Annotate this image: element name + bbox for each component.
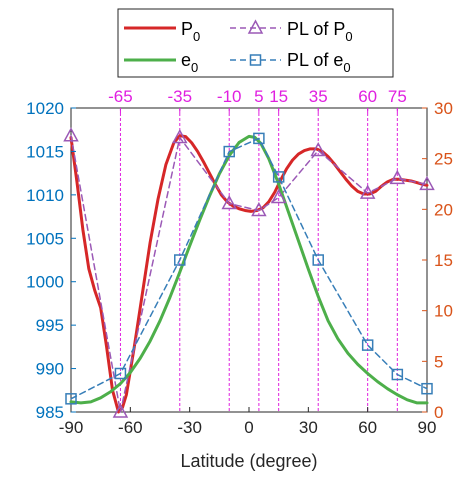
- data-point-pl-of-p0: [359, 184, 376, 199]
- top-tick-label: -10: [217, 87, 242, 106]
- y-axis-left: 985 990 995 1000 1005 1010 1015 1020: [26, 99, 76, 422]
- top-tick-label: -65: [108, 87, 133, 106]
- legend-entry-pl-e0: PL of e0: [230, 50, 351, 75]
- x-axis: -90 -60 -30 0 30 60 90: [59, 407, 437, 437]
- data-point-pl-of-p0: [172, 128, 188, 144]
- legend-entry-e0: e0: [124, 50, 198, 75]
- y-right-tick-label: 10: [434, 302, 453, 321]
- marker-layer: [63, 127, 435, 418]
- legend-text-pl-e0: PL of e: [287, 50, 343, 70]
- data-point-pl-of-p0: [63, 127, 79, 142]
- data-point-pl-of-e0: [312, 254, 324, 266]
- legend-entry-pl-p0: PL of P0: [230, 19, 353, 44]
- x-tick-label: -60: [118, 418, 143, 437]
- series-line-pl-of-p0: [70, 135, 428, 413]
- data-point-pl-of-e0: [361, 339, 374, 351]
- series-line-pl-of-e0: [70, 137, 428, 400]
- legend-label-pl-e0: PL of e0: [287, 50, 351, 75]
- legend-label-p0: P0: [181, 19, 200, 44]
- data-point-pl-of-p0: [112, 403, 129, 418]
- data-point-pl-of-p0: [419, 175, 435, 191]
- data-point-pl-of-e0: [174, 254, 186, 266]
- legend-label-pl-p0: PL of P0: [287, 19, 353, 44]
- data-point-pl-of-e0: [391, 368, 404, 381]
- y-right-tick-label: 15: [434, 251, 453, 270]
- top-axis: -65 -35 -10 5 15 35 60 75: [108, 87, 407, 113]
- y-left-tick-label: 995: [36, 316, 64, 335]
- triangle-marker-icon: [247, 19, 264, 34]
- top-tick-label: 5: [254, 87, 263, 106]
- legend-sub-p0: 0: [193, 29, 200, 44]
- data-point-pl-of-e0: [421, 382, 433, 395]
- y-right-tick-label: 0: [434, 403, 443, 422]
- y-right-tick-label: 30: [434, 99, 453, 118]
- data-point-pl-of-e0: [272, 171, 285, 183]
- legend-entry-p0: P0: [124, 19, 200, 44]
- y-left-tick-label: 1020: [26, 99, 64, 118]
- x-tick-label: 60: [358, 418, 377, 437]
- legend-text-p0: P: [181, 19, 193, 39]
- x-tick-label: -30: [177, 418, 202, 437]
- data-point-pl-of-e0: [223, 145, 235, 158]
- legend-sub-pl-p0: 0: [345, 29, 352, 44]
- x-tick-label: 30: [299, 418, 318, 437]
- legend-label-e0: e0: [181, 50, 198, 75]
- legend-sub-e0: 0: [191, 60, 198, 75]
- series-line-p0: [69, 134, 429, 414]
- top-tick-label: 35: [309, 87, 328, 106]
- legend-text-pl-p0: PL of P: [287, 19, 345, 39]
- data-point-pl-of-p0: [221, 194, 237, 210]
- y-right-tick-label: 25: [434, 150, 453, 169]
- square-marker-icon: [249, 54, 262, 66]
- x-tick-label: 90: [418, 418, 437, 437]
- legend-text-e0: e: [181, 50, 191, 70]
- data-point-pl-of-p0: [270, 188, 287, 204]
- y-left-tick-label: 1000: [26, 273, 64, 292]
- data-point-pl-of-p0: [310, 141, 326, 157]
- top-tick-label: 60: [358, 87, 377, 106]
- data-point-pl-of-e0: [65, 393, 77, 405]
- y-left-tick-label: 1005: [26, 229, 64, 248]
- series-layer: [69, 134, 429, 414]
- y-axis-right: 0 5 10 15 20 25 30: [422, 99, 453, 422]
- y-right-tick-label: 5: [434, 352, 443, 371]
- top-tick-label: 15: [269, 87, 288, 106]
- data-point-pl-of-e0: [253, 132, 265, 145]
- y-left-tick-label: 985: [36, 403, 64, 422]
- top-tick-label: -35: [167, 87, 192, 106]
- series-line-e0: [69, 134, 429, 405]
- x-tick-label: 0: [244, 418, 253, 437]
- top-tick-label: 75: [388, 87, 407, 106]
- data-point-pl-of-p0: [389, 169, 406, 185]
- legend-sub-pl-e0: 0: [343, 60, 350, 75]
- y-left-tick-label: 1010: [26, 186, 64, 205]
- data-point-pl-of-p0: [251, 201, 267, 217]
- legend: P0 PL of P0 e0 PL of e0: [117, 8, 394, 78]
- y-right-tick-label: 20: [434, 200, 453, 219]
- x-axis-label: Latitude (degree): [180, 451, 317, 471]
- data-point-pl-of-e0: [114, 367, 127, 380]
- y-left-tick-label: 990: [36, 360, 64, 379]
- x-tick-label: -90: [59, 418, 84, 437]
- y-left-tick-label: 1015: [26, 142, 64, 161]
